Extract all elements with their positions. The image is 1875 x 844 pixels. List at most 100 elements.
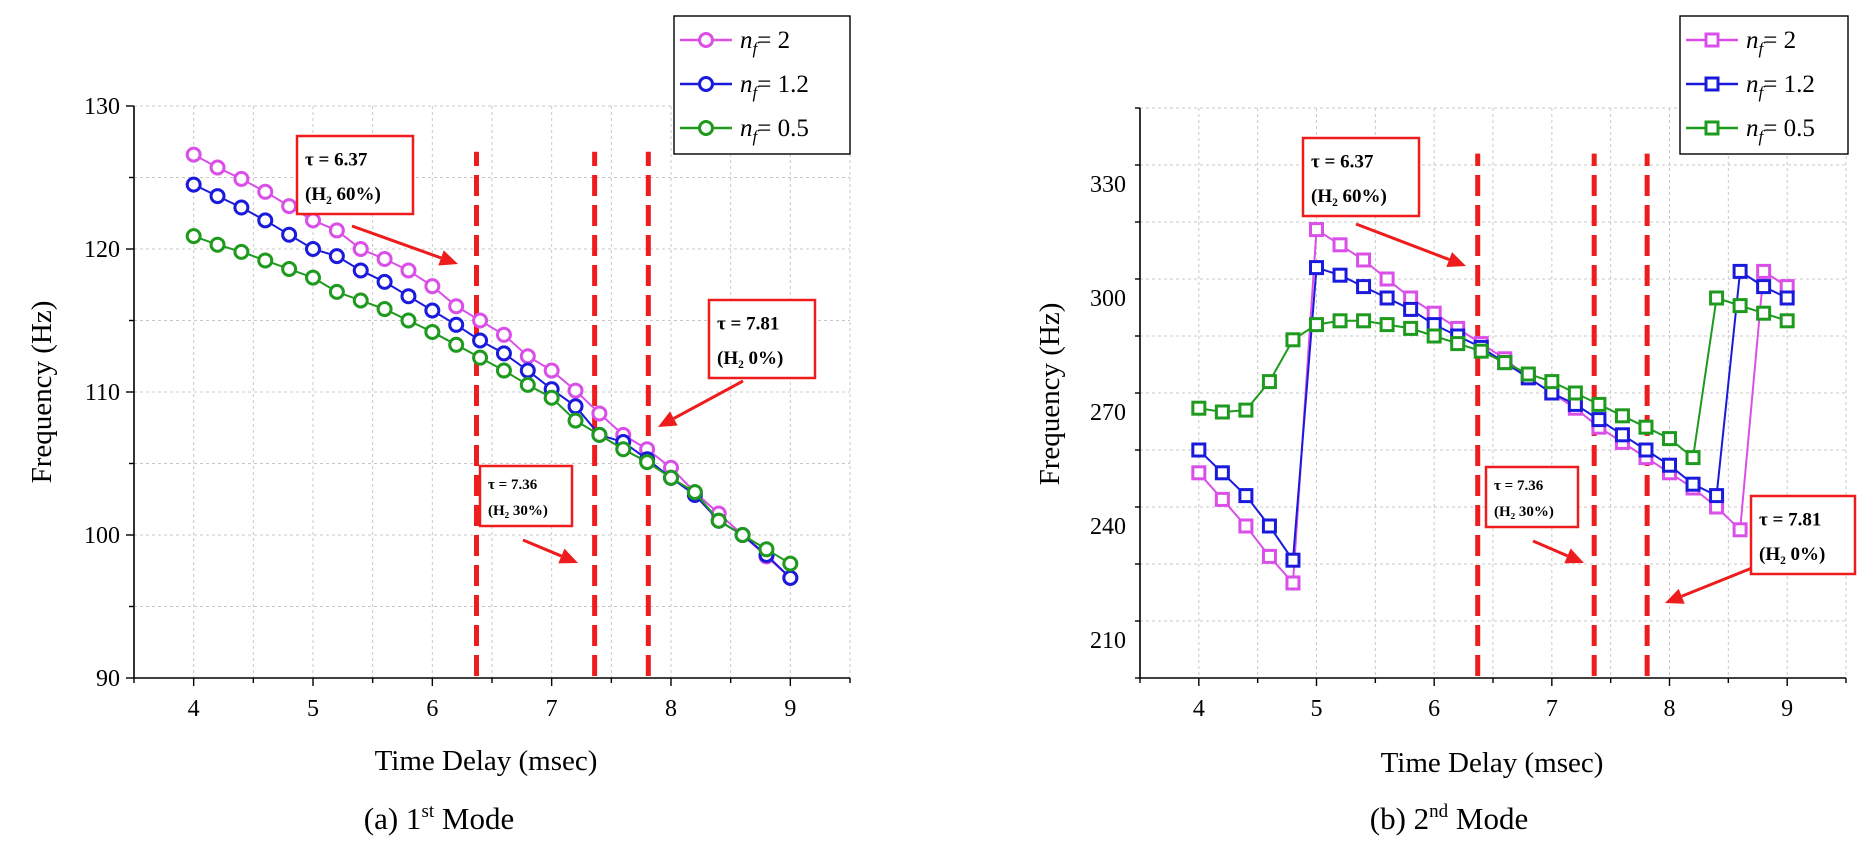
data-point [1732,263,1748,279]
data-point [1238,488,1254,504]
data-point [1332,313,1348,329]
data-point [495,345,512,362]
data-point [758,541,775,558]
axes: 4 5 6 7 8 9 90 100 110 120 130 [84,94,851,722]
legend-marker [698,120,714,136]
data-point [448,298,465,315]
panel-caption: (b) 2nd Mode [1370,801,1528,836]
annotation-tau: τ = 6.37 [1311,152,1374,173]
annotation-box: τ = 6.37 (H₂ 60%) [1301,136,1421,218]
data-point [209,188,226,205]
x-tick-label: 6 [1428,696,1440,722]
data-point [1544,374,1560,390]
legend: nf= 2 nf= 1.2 nf= 0.5 [673,15,851,155]
legend-marker [1704,120,1720,136]
reference-lines [473,151,651,676]
data-point [782,569,799,586]
reference-lines [1475,153,1650,676]
y-axis-label: Frequency (Hz) [26,301,58,484]
series-group [185,146,799,586]
data-point [1403,320,1419,336]
data-point [257,183,274,200]
data-point [1779,290,1795,306]
series-2 [1191,260,1795,568]
x-axis-label: Time Delay (msec) [375,745,598,777]
annotation-tau: τ = 7.36 [488,477,538,493]
annotation-frame [1749,494,1857,576]
x-tick-label: 7 [546,696,558,722]
x-tick-label: 5 [1311,696,1323,722]
annotation-frame [1301,136,1421,218]
data-point [305,241,321,257]
data-point [1356,279,1372,295]
x-tick-label: 9 [1781,696,1793,722]
data-point [1685,450,1701,466]
data-point [1473,343,1489,359]
data-point [1238,518,1254,534]
legend-entry: nf= 2 [680,27,790,58]
data-point [472,349,489,366]
data-point [1332,267,1348,283]
data-point [424,302,441,319]
arrow-head [1665,588,1685,604]
data-point [1309,260,1324,276]
data-point [710,512,727,529]
y-tick-label: 330 [1090,172,1126,198]
annotation-h2: (H₂ 0%) [717,348,783,369]
data-point [1614,427,1630,443]
series-3 [1191,290,1795,466]
legend-marker [698,32,714,48]
data-point [663,469,679,486]
legend-marker [698,76,714,92]
data-point [1709,488,1725,504]
data-point [472,332,489,349]
arrow-head [658,411,678,427]
data-point [1285,552,1301,568]
legend-label: nf= 1.2 [1746,71,1815,102]
data-point [472,312,489,329]
annotation-h2: (H₂ 0%) [1759,544,1825,565]
legend-entry: nf= 1.2 [1686,71,1815,102]
data-point [1285,575,1301,591]
data-point [352,241,369,257]
annotation-arrow [351,224,442,260]
data-point [424,278,441,295]
series-3 [185,228,799,572]
data-point [1285,332,1301,348]
data-point [257,252,274,269]
data-point [591,405,608,422]
data-point [1214,404,1230,420]
data-point [567,398,584,415]
data-point [495,362,512,379]
data-point [686,484,703,501]
data-point [281,226,298,243]
y-tick-label: 210 [1090,628,1126,654]
data-point [352,292,369,309]
data-point [328,248,345,265]
legend-label: nf= 2 [1746,27,1796,58]
data-point [1426,328,1442,344]
data-point [519,348,536,365]
data-point [1591,412,1607,428]
data-point [1261,374,1277,390]
data-point [233,199,250,216]
data-point [1238,402,1254,418]
data-point [495,326,512,343]
x-tick-label: 6 [426,696,438,722]
data-point [1403,301,1419,317]
data-point [209,159,226,176]
data-point [305,212,321,229]
data-point [1709,290,1725,306]
data-point [257,212,274,229]
data-point [281,261,298,278]
grid [134,105,851,678]
legend-label: nf= 1.2 [740,71,809,102]
x-tick-label: 4 [188,696,200,722]
x-axis-label: Time Delay (msec) [1381,747,1604,779]
arrow-head [1564,548,1584,564]
data-point [1191,465,1207,481]
data-point [615,441,632,458]
data-point [1732,522,1748,538]
